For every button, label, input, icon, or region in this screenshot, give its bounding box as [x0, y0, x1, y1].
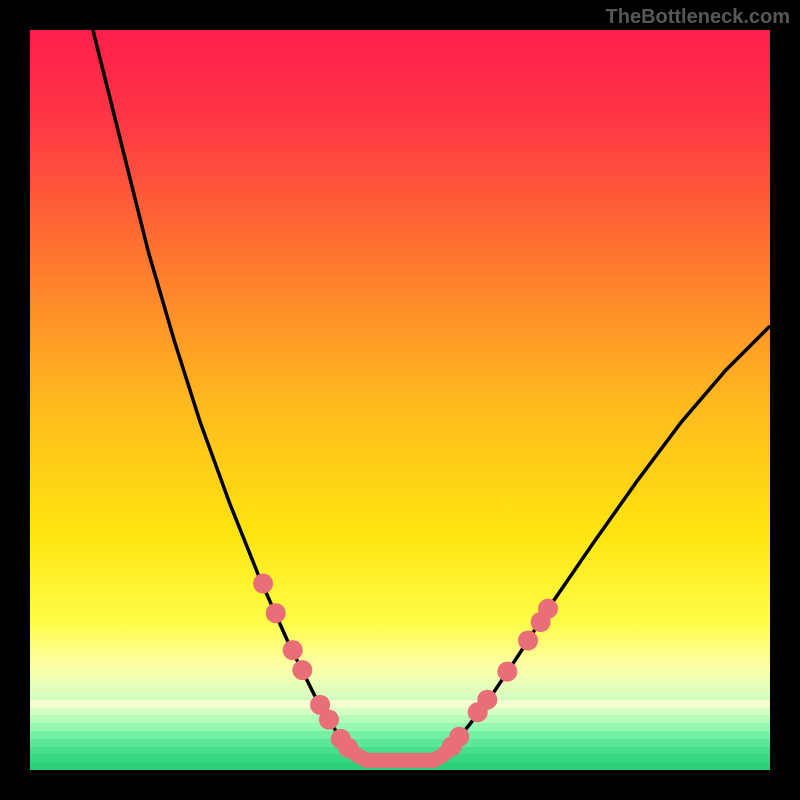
marker-dot	[253, 574, 273, 594]
plot-area	[30, 30, 770, 770]
marker-dot	[497, 662, 517, 682]
marker-dot	[477, 690, 497, 710]
chart-container: TheBottleneck.com	[0, 0, 800, 800]
marker-dot	[292, 660, 312, 680]
marker-dot	[538, 599, 558, 619]
marker-dot	[266, 603, 286, 623]
plot-frame	[30, 30, 770, 770]
marker-dot	[518, 631, 538, 651]
marker-dot	[319, 710, 339, 730]
watermark-text: TheBottleneck.com	[606, 6, 790, 29]
marker-dot	[283, 640, 303, 660]
curve-layer	[30, 30, 770, 770]
